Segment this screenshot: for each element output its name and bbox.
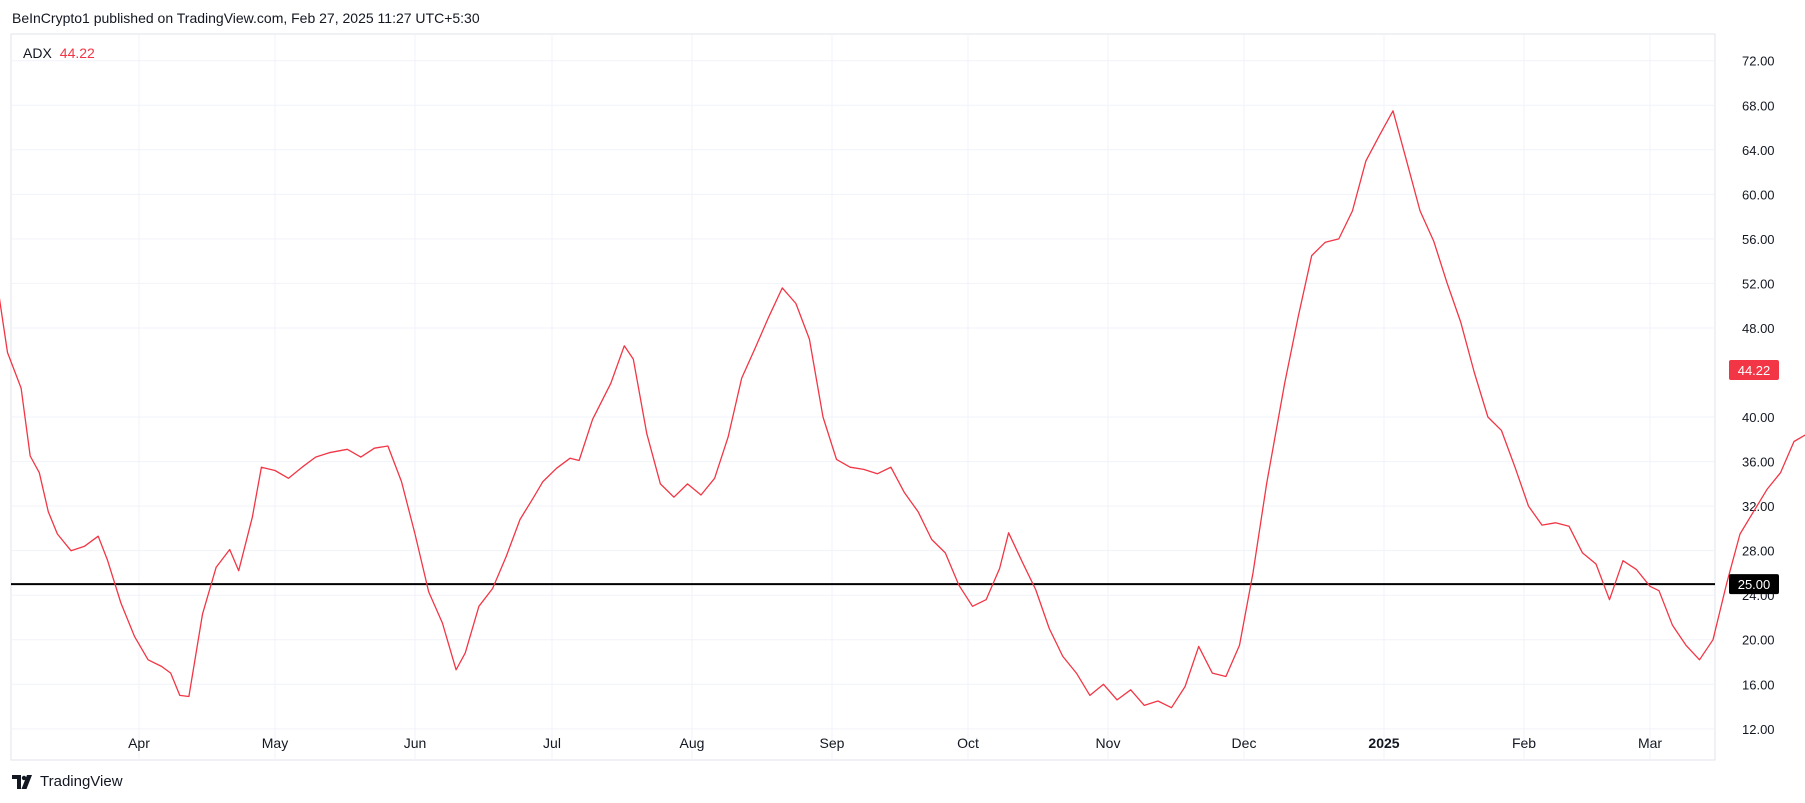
y-tick-label: 16.00 [1742, 677, 1775, 692]
y-tick-label: 12.00 [1742, 722, 1775, 737]
last-value-label: 44.22 [1729, 360, 1779, 381]
x-tick-label: Apr [128, 735, 150, 751]
y-tick-label: 72.00 [1742, 54, 1775, 69]
x-tick-label: Mar [1638, 735, 1662, 751]
y-tick-label: 64.00 [1742, 143, 1775, 158]
x-tick-label: Oct [957, 735, 979, 751]
indicator-name: ADX [23, 45, 52, 61]
last-value-text: 44.22 [1738, 363, 1771, 378]
tradingview-logo-text: TradingView [40, 773, 123, 790]
y-tick-label: 56.00 [1742, 232, 1775, 247]
x-tick-label: May [262, 735, 288, 751]
x-tick-label: Dec [1232, 735, 1257, 751]
x-tick-label: Jul [543, 735, 561, 751]
x-tick-label: Feb [1512, 735, 1536, 751]
x-tick-label: Jun [404, 735, 427, 751]
y-tick-label: 48.00 [1742, 321, 1775, 336]
level-label: 25.00 [1729, 574, 1779, 595]
last-value-bg [1729, 360, 1779, 381]
y-tick-label: 32.00 [1742, 499, 1775, 514]
x-tick-label: Aug [680, 735, 705, 751]
y-tick-label: 68.00 [1742, 98, 1775, 113]
y-tick-label: 40.00 [1742, 410, 1775, 425]
y-tick-label: 36.00 [1742, 455, 1775, 470]
indicator-legend: ADX 44.22 [23, 45, 95, 61]
plot-border [10, 33, 1716, 761]
indicator-value: 44.22 [59, 45, 95, 61]
y-tick-label: 52.00 [1742, 276, 1775, 291]
y-tick-label: 20.00 [1742, 633, 1775, 648]
published-info: BeInCrypto1 published on TradingView.com… [12, 10, 480, 26]
level-label-bg [1729, 574, 1779, 595]
x-tick-label: 2025 [1368, 735, 1399, 751]
y-tick-label: 60.00 [1742, 187, 1775, 202]
y-tick-label: 28.00 [1742, 544, 1775, 559]
tradingview-logo[interactable]: TradingView [12, 773, 123, 790]
x-tick-label: Nov [1096, 735, 1121, 751]
tradingview-logo-icon [12, 774, 34, 789]
level-label-text: 25.00 [1738, 577, 1771, 592]
x-tick-label: Sep [820, 735, 845, 751]
adx-series-line [0, 110, 1805, 709]
